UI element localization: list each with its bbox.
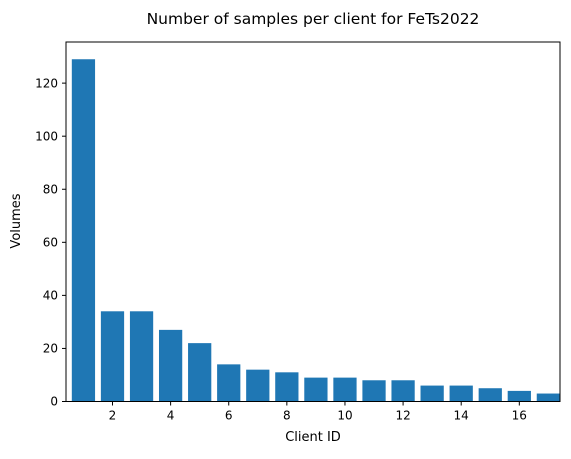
bar-client-1 (71, 59, 96, 402)
bar-client-11 (362, 380, 386, 402)
x-axis-label: Client ID (285, 430, 341, 445)
bars (71, 59, 560, 402)
bar-client-13 (420, 385, 444, 402)
bar-client-5 (188, 343, 212, 402)
bar-client-4 (158, 329, 183, 402)
y-tick-label: 0 (50, 395, 58, 409)
x-tick-label: 14 (454, 409, 469, 423)
bar-client-6 (217, 364, 241, 402)
bar-client-10 (333, 377, 357, 402)
x-tick-label: 8 (283, 409, 291, 423)
x-tick-label: 12 (395, 409, 410, 423)
y-axis-label: Volumes (9, 193, 24, 248)
bar-client-15 (478, 388, 502, 402)
plot-frame (65, 41, 561, 402)
bar-client-7 (246, 369, 270, 402)
bar-client-17 (536, 393, 560, 402)
x-axis-ticks: 2 4 6 8 10 12 14 16 (109, 401, 527, 423)
y-tick-label: 60 (43, 236, 58, 250)
x-tick-label: 2 (109, 409, 117, 423)
bar-client-2 (100, 311, 125, 402)
x-tick-label: 4 (167, 409, 175, 423)
bar-client-16 (507, 390, 531, 402)
x-tick-label: 6 (225, 409, 233, 423)
bar-client-8 (275, 372, 299, 402)
x-tick-label: 16 (512, 409, 527, 423)
x-tick-label: 10 (337, 409, 352, 423)
chart-title: Number of samples per client for FeTs202… (147, 10, 480, 28)
y-tick-label: 80 (43, 182, 58, 196)
bar-client-12 (391, 380, 415, 402)
bar-client-9 (304, 377, 328, 402)
bar-client-3 (129, 311, 154, 402)
bar-client-14 (449, 385, 473, 402)
y-tick-label: 20 (43, 342, 58, 356)
y-tick-label: 100 (35, 129, 58, 143)
y-axis-ticks: 0 20 40 60 80 100 120 (35, 76, 66, 409)
y-tick-label: 120 (35, 76, 58, 90)
y-tick-label: 40 (43, 289, 58, 303)
